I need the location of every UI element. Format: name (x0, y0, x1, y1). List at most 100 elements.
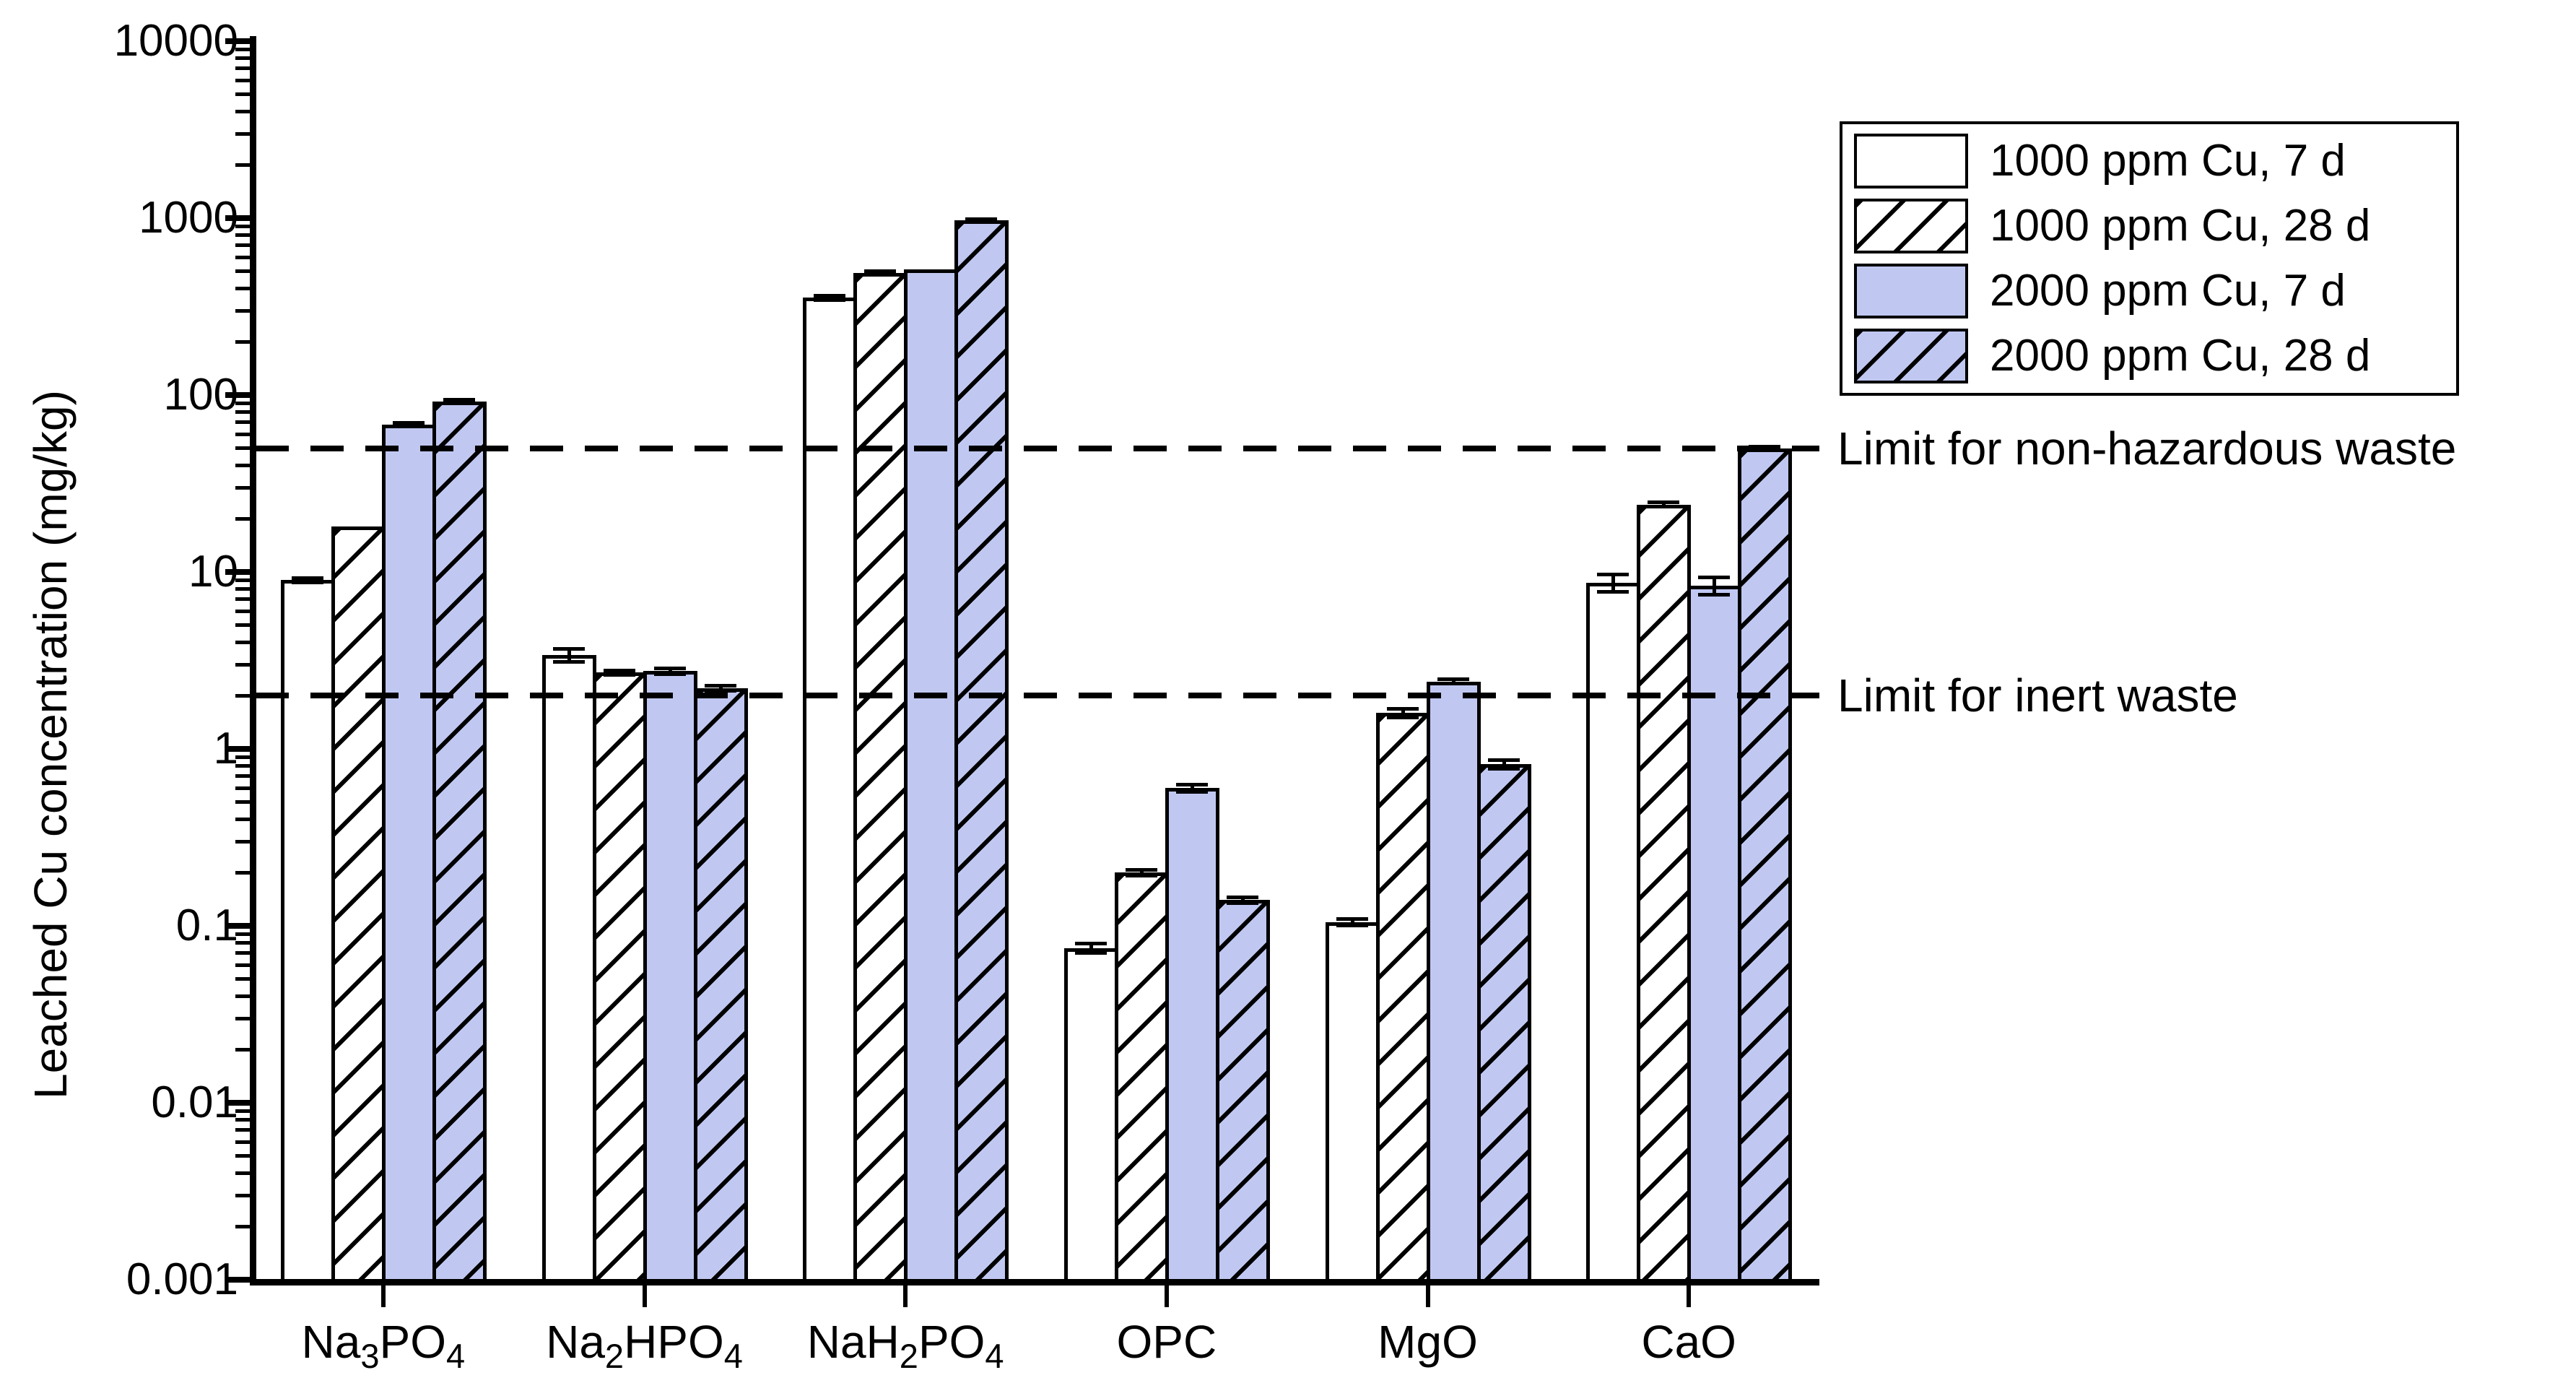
x-label-text: Na (546, 1316, 605, 1368)
x-major-tick (903, 1286, 908, 1307)
y-minor-tick (235, 1016, 250, 1020)
y-minor-tick (235, 269, 250, 274)
y-minor-tick (235, 339, 250, 344)
bar-NaH2PO4-s4 (954, 220, 1009, 1283)
y-minor-tick (235, 243, 250, 248)
bar-Na2HPO4-s2 (592, 672, 647, 1283)
bar-Na3PO4-s3 (381, 425, 436, 1283)
legend-item-1: 1000 ppm Cu, 7 d (1842, 132, 2456, 190)
y-minor-tick (235, 47, 250, 51)
x-tick-label-MgO: MgO (1269, 1313, 1587, 1371)
error-bar-cap-bottom (1648, 505, 1680, 509)
y-minor-tick (235, 410, 250, 415)
error-bar-cap-bottom (552, 659, 585, 664)
legend-label: 1000 ppm Cu, 7 d (1990, 136, 2346, 186)
y-minor-tick (235, 286, 250, 290)
bar-Na3PO4-s2 (331, 526, 386, 1283)
bar-OPC-s1 (1063, 948, 1118, 1283)
y-minor-tick (235, 56, 250, 61)
y-minor-tick (235, 1109, 250, 1113)
bar-MgO-s1 (1325, 922, 1380, 1283)
x-label-text: NaH (806, 1316, 900, 1368)
x-label-subscript: 4 (445, 1336, 466, 1375)
error-bar-line (718, 685, 723, 692)
error-bar-cap-top (443, 398, 475, 402)
y-minor-tick (235, 131, 250, 136)
y-minor-tick (235, 224, 250, 228)
y-minor-tick (235, 693, 250, 698)
x-label-text: MgO (1378, 1316, 1478, 1368)
y-minor-tick (235, 420, 250, 425)
error-bar-cap-top (704, 684, 736, 688)
bar-Na2HPO4-s1 (541, 654, 596, 1283)
x-label-subscript: 3 (360, 1336, 380, 1375)
y-tick-label: 0.01 (151, 1078, 238, 1127)
x-label-text: PO (379, 1316, 446, 1368)
error-bar-cap-top (1749, 444, 1781, 448)
y-minor-tick (235, 963, 250, 967)
y-minor-tick (235, 640, 250, 644)
legend-label: 2000 ppm Cu, 28 d (1990, 331, 2371, 381)
y-minor-tick (235, 66, 250, 71)
y-tick-label: 10 (188, 547, 238, 597)
error-bar-cap-bottom (1125, 873, 1157, 877)
y-minor-tick (235, 1224, 250, 1228)
error-bar-cap-top (552, 646, 585, 651)
bar-OPC-s2 (1114, 872, 1169, 1283)
y-minor-tick (235, 941, 250, 945)
y-minor-tick (235, 951, 250, 955)
y-minor-tick (235, 1047, 250, 1052)
bar-NaH2PO4-s3 (904, 269, 959, 1283)
error-bar-cap-top (1597, 573, 1629, 577)
x-label-text: CaO (1641, 1316, 1736, 1368)
error-bar-line (1401, 708, 1405, 718)
bar-Na3PO4-s1 (280, 580, 335, 1283)
error-bar-cap-bottom (603, 672, 635, 677)
error-bar-cap-bottom (1386, 715, 1419, 719)
y-major-tick (225, 746, 250, 752)
bar-CaO-s2 (1637, 504, 1692, 1283)
x-label-text: Na (301, 1316, 361, 1368)
x-major-tick (380, 1286, 386, 1307)
y-major-tick (225, 1277, 250, 1283)
y-minor-tick (235, 92, 250, 97)
y-minor-tick (235, 774, 250, 779)
reference-line-label-1: Limit for non-hazardous waste (1837, 422, 2457, 474)
y-minor-tick (235, 800, 250, 805)
x-tick-label-Na2HPO4: Na2HPO4 (486, 1313, 804, 1373)
error-bar-line (668, 667, 672, 675)
error-bar-line (567, 648, 571, 662)
x-label-text: HPO (624, 1316, 724, 1368)
bar-Na2HPO4-s4 (693, 688, 748, 1283)
y-tick-label: 0.1 (175, 901, 238, 950)
y-minor-tick (235, 597, 250, 602)
error-bar-cap-bottom (1336, 924, 1368, 927)
error-bar-cap-bottom (1749, 448, 1781, 452)
error-bar-cap-top (653, 666, 686, 670)
y-minor-tick (235, 994, 250, 998)
y-minor-tick (235, 662, 250, 667)
error-bar-cap-bottom (1226, 901, 1258, 905)
error-bar-cap-top (965, 217, 998, 221)
y-major-tick (225, 569, 250, 575)
error-bar-line (1713, 576, 1717, 596)
error-bar-cap-bottom (1175, 789, 1208, 794)
bar-CaO-s4 (1738, 448, 1793, 1283)
bar-Na2HPO4-s3 (643, 671, 697, 1283)
y-axis-spine (250, 36, 256, 1286)
y-minor-tick (235, 932, 250, 936)
error-bar-line (305, 577, 310, 583)
y-minor-tick (235, 1193, 250, 1197)
error-bar-cap-bottom (1437, 682, 1469, 686)
bar-MgO-s2 (1375, 712, 1430, 1283)
error-bar-line (1502, 759, 1506, 769)
y-minor-tick (235, 162, 250, 167)
error-bar-cap-top (814, 293, 846, 298)
error-bar-cap-top (864, 269, 897, 274)
y-minor-tick (235, 578, 250, 582)
legend-swatch-white (1854, 134, 1968, 188)
error-bar-cap-top (1437, 677, 1469, 682)
y-tick-label: 100 (163, 370, 238, 420)
error-bar-line (1139, 870, 1144, 876)
